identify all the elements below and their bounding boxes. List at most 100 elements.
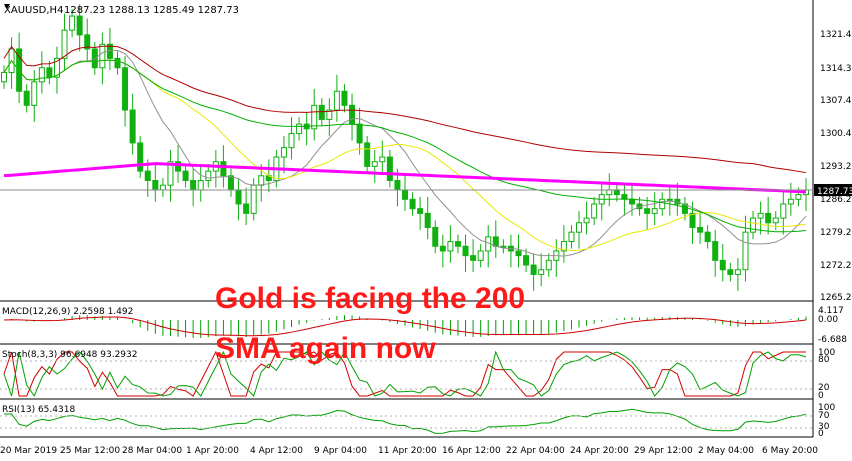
macd-tick: -6.688	[818, 335, 847, 345]
candle-body	[61, 29, 68, 59]
macd-title: MACD(12,26,9) 2.2598 1.492	[2, 307, 133, 317]
candle-body	[159, 184, 166, 191]
current-price-tag	[814, 184, 852, 196]
candle-body	[734, 269, 741, 275]
candle-body	[197, 180, 204, 191]
time-tick: 24 Apr 20:00	[570, 446, 629, 456]
rsi-tick: 30	[818, 422, 830, 432]
candle-body	[560, 241, 567, 252]
candle-body	[697, 226, 704, 233]
candle-body	[122, 67, 129, 111]
price-tick: 1272.20	[820, 261, 852, 271]
candle-body	[129, 109, 136, 144]
candle-body	[76, 15, 83, 36]
stoch-tick: 20	[818, 383, 830, 393]
candle-body	[371, 161, 378, 167]
candle-body	[152, 180, 159, 191]
rsi-title: RSI(13) 65.4318	[2, 405, 75, 415]
candle-body	[545, 259, 552, 271]
candle-body	[1, 71, 7, 83]
stoch-tick: 80	[818, 355, 830, 365]
candle-body	[712, 241, 719, 261]
candle-body	[628, 198, 635, 205]
candle-body	[432, 226, 439, 247]
candle-body	[349, 104, 356, 125]
time-tick: 9 Apr 04:00	[314, 446, 367, 456]
candle-body	[666, 198, 673, 201]
candle-body	[364, 142, 371, 167]
time-tick: 16 Apr 12:00	[442, 446, 501, 456]
candle-body	[38, 67, 45, 83]
candle-body	[31, 81, 38, 106]
stoch-title: Stoch(8,3,3) 96.6948 93.2932	[2, 350, 137, 360]
candle-body	[326, 109, 333, 120]
price-tick: 1314.30	[820, 64, 852, 74]
candle-body	[53, 57, 60, 78]
candle-body	[394, 180, 401, 191]
time-tick: 11 Apr 20:00	[378, 446, 437, 456]
candle-body	[780, 203, 787, 219]
candle-body	[704, 231, 711, 243]
candle-body	[606, 189, 613, 196]
candle-body	[515, 250, 522, 257]
price-tick: 1286.20	[820, 195, 852, 205]
candle-body	[333, 90, 340, 111]
candle-body	[591, 203, 598, 219]
time-tick: 2 May 04:00	[698, 446, 754, 456]
time-tick: 20 Mar 2019	[0, 446, 57, 456]
candle-body	[205, 170, 212, 182]
candle-body	[439, 245, 446, 252]
candle-body	[69, 15, 76, 31]
candle-body	[250, 184, 257, 214]
candle-body	[258, 175, 265, 186]
candle-body	[23, 90, 30, 106]
macd-tick: 0.00	[818, 315, 838, 325]
stoch-tick: 100	[818, 348, 835, 358]
stoch-signal-line	[3, 350, 807, 398]
candle-body	[583, 217, 590, 224]
candle-body	[750, 217, 757, 233]
time-tick: 6 May 20:00	[762, 446, 818, 456]
candle-body	[114, 57, 121, 69]
candle-body	[538, 269, 545, 275]
time-tick: 25 Mar 12:00	[60, 446, 120, 456]
rsi-tick: 0	[818, 429, 824, 439]
candle-body	[341, 90, 348, 106]
candle-body	[757, 212, 764, 219]
candle-body	[288, 133, 295, 149]
candle-body	[523, 255, 530, 266]
candle-body	[220, 161, 227, 177]
candle-body	[500, 245, 507, 248]
candle-body	[99, 43, 106, 69]
candle-body	[243, 203, 250, 214]
sma-50-line	[3, 59, 807, 233]
collapse-arrow-icon[interactable]	[4, 4, 10, 9]
price-tick: 1321.40	[820, 30, 852, 40]
candle-body	[742, 231, 749, 271]
price-tick: 1279.20	[820, 228, 852, 238]
current-price-label: 1287.73	[817, 187, 852, 197]
time-tick: 4 Apr 12:00	[250, 446, 303, 456]
candle-body	[659, 198, 666, 210]
price-tick: 1300.40	[820, 129, 852, 139]
candle-body	[318, 104, 325, 120]
candle-body	[417, 208, 424, 214]
candle-body	[182, 170, 189, 182]
candle-body	[576, 222, 583, 233]
chart-ohlc: 1287.23 1288.13 1285.49 1287.73	[64, 5, 239, 16]
time-tick: 29 Apr 12:00	[634, 446, 693, 456]
candle-body	[402, 189, 408, 200]
candle-body	[727, 269, 734, 275]
candle-body	[765, 212, 772, 224]
candle-body	[235, 189, 242, 205]
macd-tick: 4.117	[818, 306, 844, 316]
indicator-lines	[3, 315, 807, 434]
candle-body	[530, 264, 537, 275]
rsi-tick: 70	[818, 411, 830, 421]
price-tick: 1265.20	[820, 293, 852, 303]
candle-body	[447, 241, 454, 252]
candle-body	[477, 250, 484, 261]
sma-200-line	[3, 162, 807, 194]
